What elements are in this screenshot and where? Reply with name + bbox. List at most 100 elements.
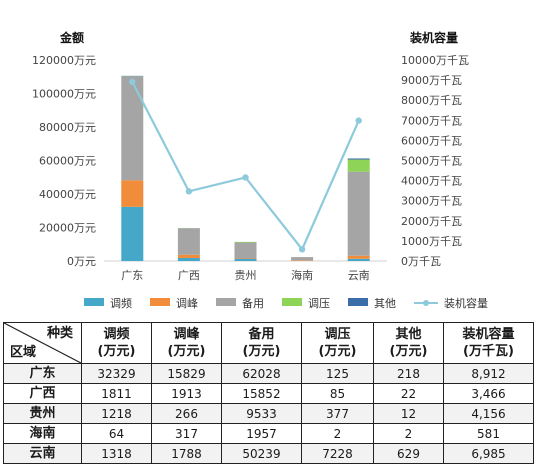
table-cell: 1913 [151, 383, 222, 404]
table-cell: 266 [151, 403, 222, 424]
y-tick-label: 120000万元 [32, 54, 96, 67]
bar-segment-调峰 [347, 255, 370, 259]
table-cell: 50239 [221, 443, 302, 464]
table-cell: 3,466 [443, 383, 534, 404]
legend-label: 调频 [110, 296, 132, 310]
y2-tick-label: 5000万千瓦 [401, 155, 462, 168]
y2-tick-label: 6000万千瓦 [401, 134, 462, 147]
x-tick-label: 广东 [121, 269, 143, 282]
bar-segment-调频 [234, 258, 257, 261]
bar-segment-调峰 [121, 180, 144, 207]
row-region-cell: 广西 [3, 383, 82, 404]
bar-segment-调频 [347, 258, 370, 261]
y-tick-label: 100000万元 [32, 88, 96, 101]
corner-region-label: 区域 [10, 345, 37, 360]
table-cell: 8,912 [443, 363, 534, 384]
bar-segment-备用 [347, 171, 370, 256]
bar-segment-调压 [234, 241, 257, 243]
y2-tick-label: 10000万千瓦 [401, 54, 469, 67]
table-cell: 1218 [81, 403, 152, 424]
legend-label: 调压 [308, 297, 330, 310]
table-cell: 22 [373, 383, 444, 404]
x-tick-label: 云南 [348, 269, 370, 282]
y2-tick-label: 4000万千瓦 [401, 175, 462, 188]
table-row: 广东 32329 15829 62028 125 218 8,912 [3, 363, 534, 384]
table-cell: 32329 [81, 363, 152, 384]
table-cell: 1957 [221, 423, 302, 444]
y2-tick-label: 2000万千瓦 [401, 215, 462, 228]
bar-segment-备用 [177, 228, 200, 255]
table-header-row: 种类 区域 调频 (万元) 调峰 (万元) 备用 (万元) 调压 (万元) 其他 (万元)… [3, 322, 534, 364]
legend-swatch-调频 [84, 298, 104, 306]
y2-axis-title: 装机容量 [409, 30, 458, 45]
legend-label: 备用 [242, 296, 264, 310]
table-cell: 15852 [221, 383, 302, 404]
capacity-point [185, 188, 193, 195]
y-axis-title: 金额 [59, 30, 84, 45]
legend-swatch-调峰 [150, 298, 170, 306]
table-cell: 629 [373, 443, 444, 464]
table-cell: 125 [301, 363, 374, 384]
table-row: 云南 1318 1788 50239 7228 629 6,985 [3, 443, 534, 464]
legend-label: 其他 [374, 297, 396, 310]
y-tick-label: 20000万元 [39, 222, 96, 235]
table-cell: 1788 [151, 443, 222, 464]
table-cell: 12 [373, 403, 444, 424]
column-header-tiaopin: 调频 (万元) [81, 322, 152, 364]
legend-line-marker [423, 300, 429, 306]
column-header-beiyong: 备用 (万元) [221, 322, 302, 364]
capacity-point [298, 246, 306, 253]
legend-label: 调峰 [176, 297, 198, 310]
bar-segment-调频 [121, 206, 144, 261]
column-header-tiaofeng: 调峰 (万元) [151, 322, 222, 364]
y-tick-label: 0万元 [67, 255, 96, 268]
y-tick-label: 60000万元 [39, 155, 96, 168]
bar-segment-调峰 [291, 260, 314, 261]
table-cell: 15829 [151, 363, 222, 384]
x-tick-label: 广西 [178, 269, 200, 282]
bar-segment-其他 [347, 158, 370, 160]
table-cell: 9533 [221, 403, 302, 424]
bar-segment-调峰 [177, 254, 200, 258]
bar-segment-调频 [177, 257, 200, 261]
table-row: 贵州 1218 266 9533 377 12 4,156 [3, 403, 534, 424]
bar-segment-备用 [291, 257, 314, 261]
y2-tick-label: 1000万千瓦 [401, 235, 462, 248]
y2-tick-label: 7000万千瓦 [401, 114, 462, 127]
y2-tick-label: 9000万千瓦 [401, 74, 462, 87]
column-header-tiaoya: 调压 (万元) [301, 322, 374, 364]
y-tick-label: 40000万元 [39, 188, 96, 201]
row-region-cell: 云南 [3, 443, 82, 464]
x-tick-label: 海南 [291, 268, 313, 282]
y2-tick-label: 8000万千瓦 [401, 94, 462, 107]
y-tick-label: 80000万元 [39, 121, 96, 134]
capacity-point [129, 78, 136, 86]
capacity-line [131, 81, 360, 252]
table-cell: 2 [301, 423, 374, 444]
table-cell: 317 [151, 423, 222, 444]
legend-label: 装机容量 [444, 296, 488, 310]
capacity-point [355, 117, 362, 124]
table-row: 海南 64 317 1957 2 2 581 [3, 423, 534, 444]
y2-tick-label: 3000万千瓦 [401, 195, 462, 208]
bar-segment-备用 [121, 76, 144, 181]
table-cell: 85 [301, 383, 374, 404]
x-tick-label: 贵州 [235, 269, 257, 282]
table-cell: 4,156 [443, 403, 534, 424]
data-table: 种类 区域 调频 (万元) 调峰 (万元) 备用 (万元) 调压 (万元) 其他 (万元)… [3, 322, 534, 464]
table-cell: 377 [301, 403, 374, 424]
row-region-cell: 海南 [3, 423, 82, 444]
table-cell: 62028 [221, 363, 302, 384]
table-cell: 581 [443, 423, 534, 444]
table-cell: 2 [373, 423, 444, 444]
data-table-container: 种类 区域 调频 (万元) 调峰 (万元) 备用 (万元) 调压 (万元) 其他 (万元)… [3, 322, 534, 464]
stacked-bar-line-chart: 金额 装机容量0万元20000万元40000万元60000万元80000万元100… [32, 30, 488, 310]
bar-segment-备用 [234, 242, 257, 259]
capacity-point [242, 174, 249, 181]
table-cell: 6,985 [443, 443, 534, 464]
row-region-cell: 贵州 [3, 403, 82, 424]
column-header-qita: 其他 (万元) [373, 322, 444, 364]
table-cell: 1318 [81, 443, 152, 464]
legend-swatch-备用 [216, 298, 236, 306]
table-cell: 218 [373, 363, 444, 384]
